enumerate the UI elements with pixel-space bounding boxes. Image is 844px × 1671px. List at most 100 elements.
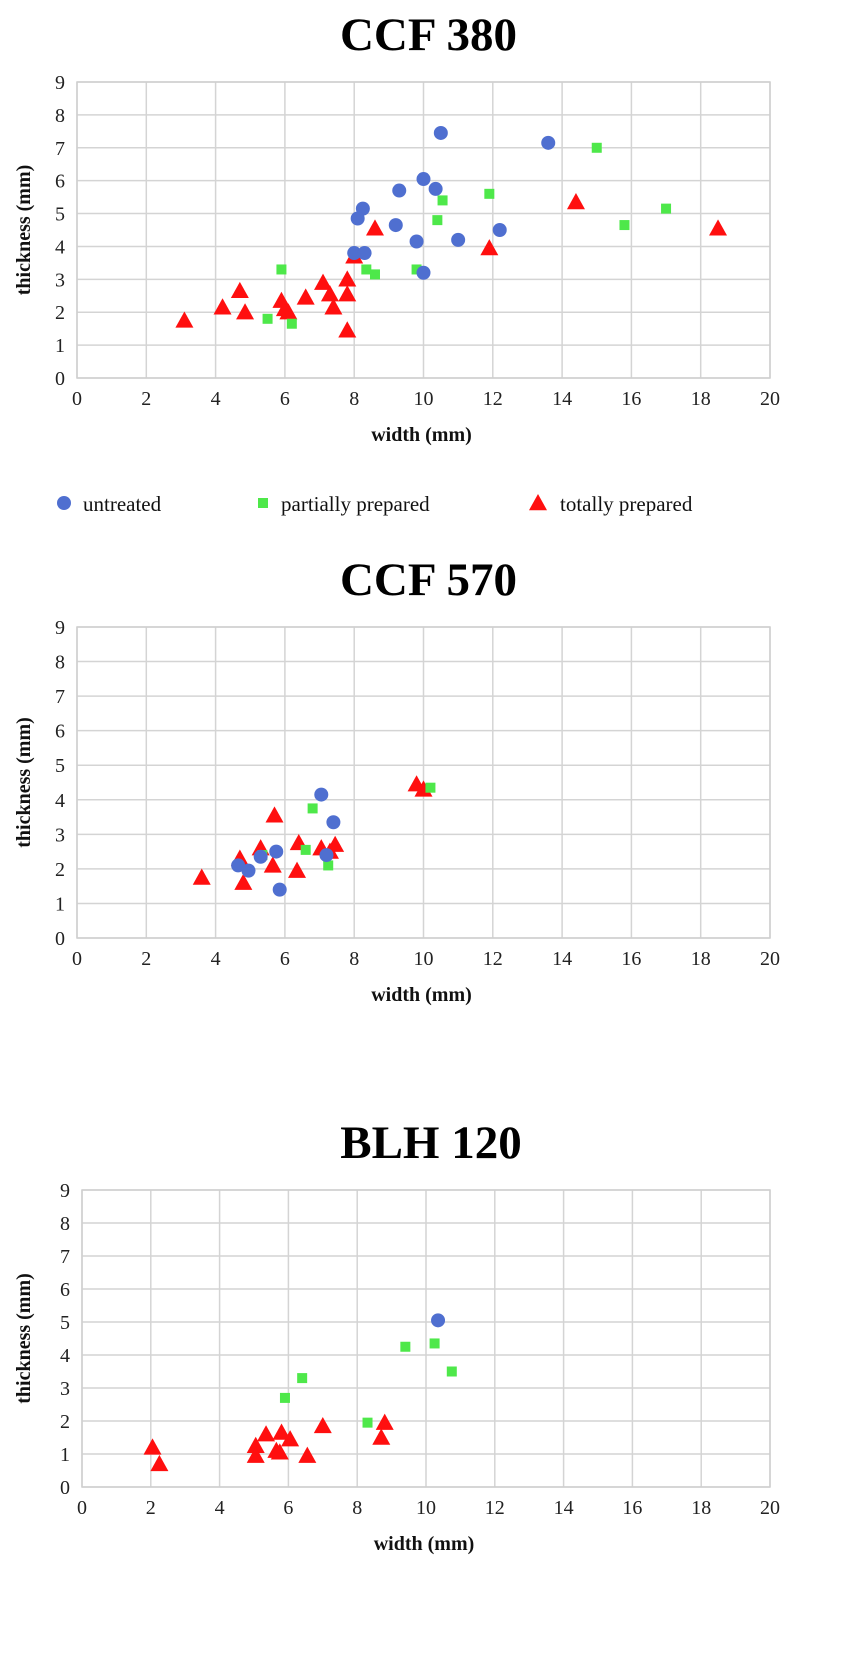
- data-point: [375, 1413, 394, 1430]
- y-tick-label: 6: [55, 171, 65, 193]
- legend-triangle-icon: [529, 494, 547, 511]
- series-totally-prepared: [143, 1413, 394, 1472]
- series-untreated: [347, 125, 556, 280]
- data-point: [446, 1366, 457, 1377]
- y-tick-label: 3: [55, 824, 65, 846]
- data-point: [319, 848, 334, 863]
- y-tick-label: 0: [55, 368, 65, 390]
- y-tick-label: 9: [55, 72, 65, 94]
- y-tick-label: 8: [55, 652, 65, 674]
- x-tick-label: 20: [760, 1497, 780, 1519]
- y-tick-label: 9: [55, 617, 65, 639]
- data-point: [307, 803, 318, 814]
- data-point: [288, 861, 307, 878]
- x-tick-label: 4: [215, 1497, 225, 1519]
- legend-item-untreated: untreated: [57, 492, 162, 516]
- y-tick-label: 4: [55, 790, 65, 812]
- data-point: [416, 265, 431, 280]
- x-tick-label: 12: [483, 388, 503, 410]
- data-point: [253, 849, 268, 864]
- x-tick-label: 14: [554, 1497, 574, 1519]
- x-axis-label: width (mm): [371, 424, 472, 446]
- y-tick-label: 5: [55, 755, 65, 777]
- y-tick-label: 0: [60, 1477, 70, 1499]
- data-point: [279, 1392, 290, 1403]
- data-point: [432, 215, 443, 226]
- data-point: [298, 1446, 317, 1463]
- y-tick-label: 5: [55, 204, 65, 226]
- x-tick-label: 12: [483, 948, 503, 970]
- x-tick-label: 6: [283, 1497, 293, 1519]
- data-point: [286, 318, 297, 329]
- y-tick-label: 8: [55, 105, 65, 127]
- data-point: [272, 882, 287, 897]
- chart-title: CCF 570: [340, 554, 517, 606]
- data-point: [392, 183, 407, 198]
- data-point: [150, 1454, 169, 1472]
- y-tick-label: 7: [60, 1246, 70, 1268]
- data-point: [591, 142, 602, 153]
- data-point: [279, 303, 298, 320]
- data-point: [265, 806, 284, 823]
- y-tick-label: 8: [60, 1213, 70, 1235]
- legend-label: untreated: [83, 492, 162, 516]
- data-point: [480, 239, 499, 256]
- data-point: [372, 1428, 391, 1445]
- data-point: [314, 787, 329, 802]
- x-tick-label: 4: [211, 948, 221, 970]
- data-point: [362, 1417, 373, 1428]
- data-point: [272, 1423, 291, 1440]
- data-point: [314, 273, 333, 290]
- data-point: [300, 844, 311, 855]
- grid: [81, 1189, 771, 1488]
- x-tick-label: 10: [414, 948, 434, 970]
- x-tick-label: 20: [760, 388, 780, 410]
- data-point: [262, 313, 273, 324]
- x-tick-label: 0: [72, 948, 82, 970]
- x-tick-label: 16: [621, 948, 641, 970]
- data-point: [276, 264, 287, 275]
- x-tick-label: 16: [621, 388, 641, 410]
- chart-title: BLH 120: [340, 1117, 522, 1169]
- y-tick-label: 9: [60, 1180, 70, 1202]
- data-point: [484, 188, 495, 199]
- data-point: [492, 223, 507, 237]
- x-tick-label: 2: [146, 1497, 156, 1519]
- y-tick-label: 2: [55, 859, 65, 881]
- series-totally-prepared: [175, 193, 728, 338]
- y-tick-label: 1: [55, 893, 65, 915]
- x-tick-label: 10: [416, 1497, 436, 1519]
- grid: [76, 81, 771, 379]
- data-point: [428, 181, 443, 196]
- x-tick-label: 8: [349, 388, 359, 410]
- x-axis-label: width (mm): [371, 984, 472, 1006]
- series-partially-prepared: [279, 1338, 457, 1428]
- y-tick-label: 1: [55, 335, 65, 357]
- data-point: [313, 1416, 332, 1434]
- data-point: [338, 285, 357, 302]
- data-point: [433, 125, 448, 140]
- series-untreated: [231, 787, 341, 897]
- x-tick-label: 0: [72, 388, 82, 410]
- data-point: [246, 1436, 265, 1453]
- data-point: [661, 203, 672, 214]
- data-point: [709, 219, 728, 236]
- data-point: [192, 868, 211, 885]
- data-point: [400, 1341, 411, 1352]
- data-point: [231, 858, 246, 873]
- data-point: [541, 135, 556, 150]
- legend: untreated partially prepared totally prepa…: [57, 492, 693, 516]
- data-point: [425, 782, 436, 793]
- data-point: [338, 321, 357, 338]
- legend-label: totally prepared: [560, 492, 693, 516]
- y-axis-label: thickness (mm): [13, 717, 35, 848]
- x-tick-label: 0: [77, 1497, 87, 1519]
- data-point: [257, 1425, 276, 1442]
- data-point: [236, 303, 255, 320]
- x-tick-label: 12: [485, 1497, 505, 1519]
- plot-frame: [76, 81, 771, 379]
- data-point: [241, 863, 256, 878]
